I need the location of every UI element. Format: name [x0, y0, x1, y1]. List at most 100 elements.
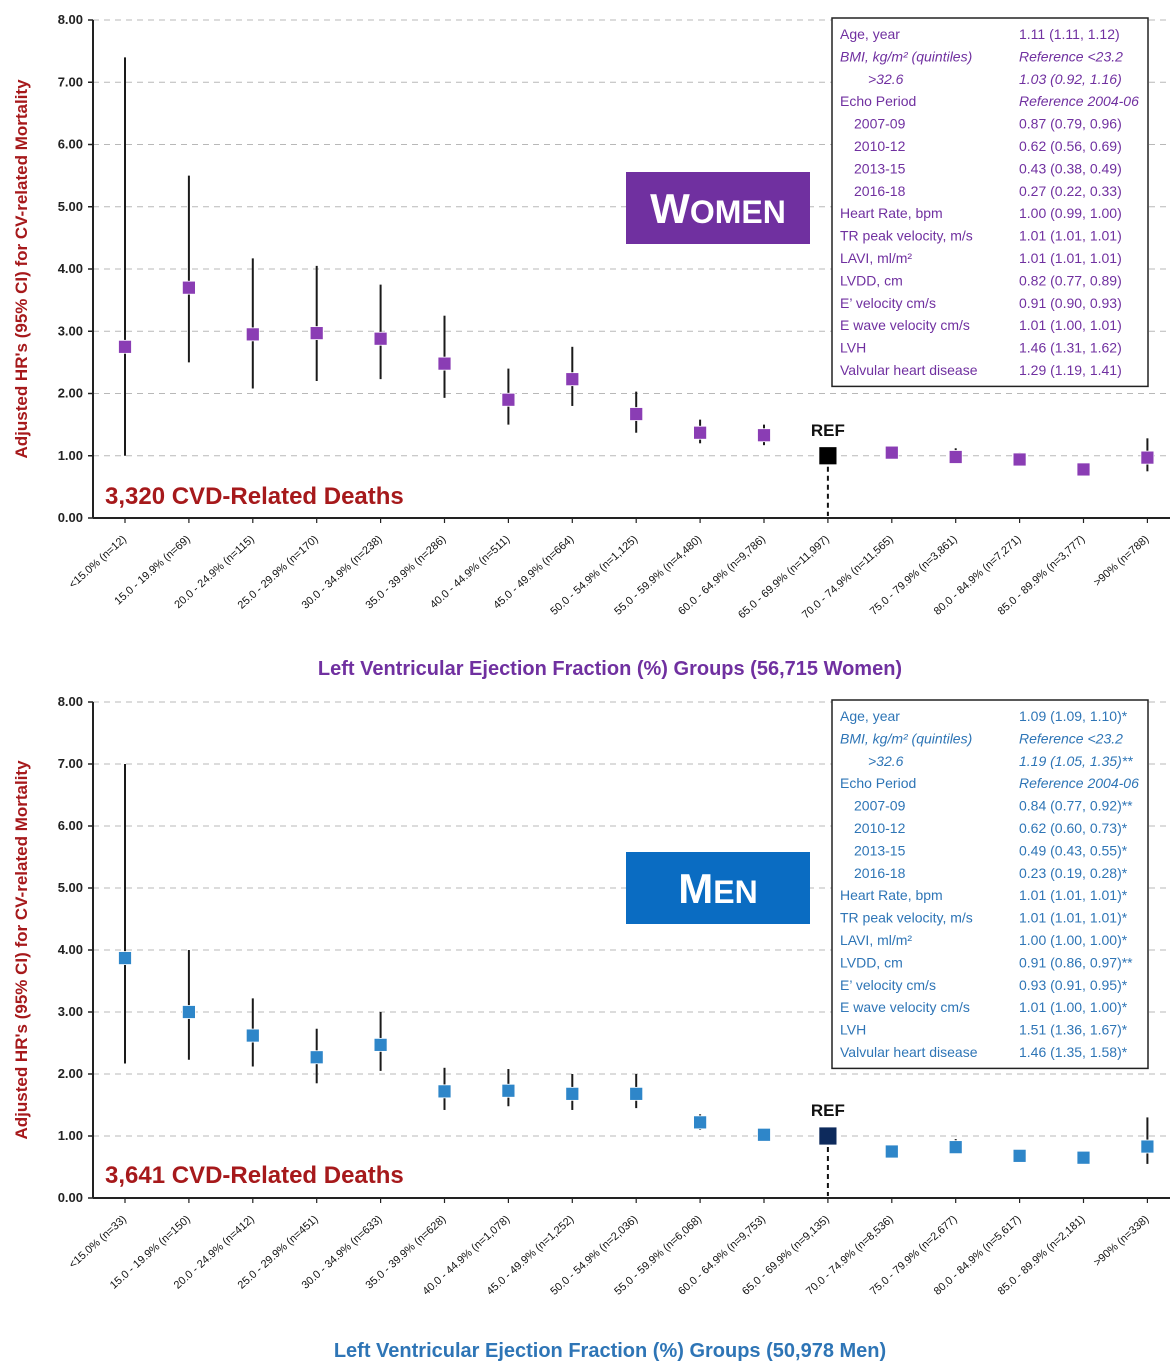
sex-title-box	[626, 852, 810, 924]
covariate-value: Reference 2004-06	[1019, 93, 1139, 109]
hr-marker	[757, 428, 771, 443]
hr-marker	[565, 372, 580, 387]
y-tick-label: 1.00	[58, 448, 83, 463]
x-tick-label: >90% (n=338)	[1092, 1213, 1152, 1269]
hr-marker	[693, 425, 707, 440]
covariate-name: E wave velocity cm/s	[840, 317, 970, 333]
x-axis-title: Left Ventricular Ejection Fraction (%) G…	[334, 1340, 886, 1362]
y-tick-label: 0.00	[58, 510, 83, 525]
y-tick-label: 5.00	[58, 880, 83, 895]
y-tick-label: 4.00	[58, 261, 83, 276]
ref-marker	[818, 446, 838, 466]
hr-marker	[1140, 1139, 1155, 1154]
y-tick-label: 1.00	[58, 1128, 83, 1143]
covariate-value: 1.46 (1.35, 1.58)*	[1019, 1044, 1128, 1060]
hr-marker	[373, 1037, 388, 1052]
y-tick-label: 7.00	[58, 756, 83, 771]
hr-marker	[118, 951, 132, 965]
covariate-name: Valvular heart disease	[840, 1044, 978, 1060]
y-tick-label: 6.00	[58, 137, 83, 152]
covariate-table: Age, year 1.11 (1.11, 1.12) BMI, kg/m² (qu…	[831, 17, 1149, 388]
hr-marker	[629, 1086, 644, 1101]
covariate-value: 0.43 (0.38, 0.49)	[1019, 160, 1122, 176]
covariate-name: 2013-15	[854, 842, 906, 858]
x-tick-label: <15.0% (n=33)	[67, 1213, 129, 1271]
covariate-table-border	[831, 17, 1149, 388]
covariate-name: LAVI, ml/m²	[840, 250, 912, 266]
hr-marker	[501, 1083, 516, 1098]
y-tick-label: 6.00	[58, 818, 83, 833]
y-tick-label: 3.00	[58, 323, 83, 338]
hr-marker	[1140, 450, 1155, 465]
covariate-value: 0.49 (0.43, 0.55)*	[1019, 842, 1128, 858]
covariate-name: TR peak velocity, m/s	[840, 910, 973, 926]
covariate-value: 0.93 (0.91, 0.95)*	[1019, 977, 1128, 993]
hr-marker	[245, 327, 260, 342]
y-axis-title: Adjusted HR's (95% CI) for CV-related Mo…	[12, 79, 31, 459]
covariate-name: 2016-18	[854, 865, 906, 881]
hr-marker	[629, 407, 644, 421]
covariate-value: 0.84 (0.77, 0.92)**	[1019, 798, 1133, 814]
covariate-name: 2013-15	[854, 160, 906, 176]
covariate-name: E’ velocity cm/s	[840, 977, 936, 993]
covariate-value: 0.23 (0.19, 0.28)*	[1019, 865, 1128, 881]
y-tick-label: 4.00	[58, 942, 83, 957]
hr-marker	[501, 392, 516, 407]
deaths-count-label: 3,641 CVD-Related Deaths	[105, 1162, 404, 1189]
hr-marker	[437, 356, 452, 371]
covariate-value: 1.00 (0.99, 1.00)	[1019, 205, 1122, 221]
y-tick-label: 2.00	[58, 1066, 83, 1081]
covariate-value: 0.82 (0.77, 0.89)	[1019, 272, 1122, 288]
ref-marker	[818, 1126, 838, 1146]
hr-marker	[1076, 462, 1091, 477]
women-panel: 0.00 1.00 2.00 3.00 4.00 5.00 6.00 7.00 8.00 Adju…	[12, 12, 1170, 680]
covariate-name: LAVI, ml/m²	[840, 932, 912, 948]
covariate-name: LVDD, cm	[840, 272, 903, 288]
covariate-name: Heart Rate, bpm	[840, 887, 943, 903]
covariate-name: Age, year	[840, 26, 900, 42]
hr-marker	[1012, 1148, 1027, 1163]
covariate-name: LVH	[840, 340, 866, 356]
covariate-table: Age, year 1.09 (1.09, 1.10)* BMI, kg/m² (q…	[831, 699, 1149, 1070]
covariate-name: E’ velocity cm/s	[840, 295, 936, 311]
ref-label: REF	[811, 1101, 845, 1120]
men-panel: 0.00 1.00 2.00 3.00 4.00 5.00 6.00 7.00 8.00 Adju…	[12, 694, 1170, 1362]
covariate-name: 2007-09	[854, 798, 906, 814]
ref-label: REF	[811, 421, 845, 440]
sex-title: MEN	[678, 865, 757, 912]
covariate-name: 2010-12	[854, 820, 906, 836]
covariate-value: 1.01 (1.01, 1.01)	[1019, 228, 1122, 244]
covariate-name: Valvular heart disease	[840, 362, 978, 378]
covariate-value: 0.62 (0.56, 0.69)	[1019, 138, 1122, 154]
hr-marker	[757, 1127, 771, 1142]
y-tick-label: 8.00	[58, 694, 83, 709]
y-tick-label: 3.00	[58, 1004, 83, 1019]
hr-marker	[1076, 1150, 1091, 1165]
covariate-value: 1.51 (1.36, 1.67)*	[1019, 1022, 1128, 1038]
y-tick-label: 5.00	[58, 199, 83, 214]
covariate-name: E wave velocity cm/s	[840, 999, 970, 1015]
hr-marker	[181, 1005, 196, 1019]
covariate-name: BMI, kg/m² (quintiles)	[840, 48, 972, 64]
covariate-name: LVDD, cm	[840, 954, 903, 970]
covariate-value: 1.01 (1.00, 1.00)*	[1019, 999, 1128, 1015]
covariate-value: 1.01 (1.01, 1.01)*	[1019, 910, 1128, 926]
hr-marker	[373, 331, 388, 346]
covariate-name: LVH	[840, 1022, 866, 1038]
y-axis-title: Adjusted HR's (95% CI) for CV-related Mo…	[12, 760, 31, 1140]
covariate-name: 2010-12	[854, 138, 906, 154]
y-tick-label: 7.00	[58, 74, 83, 89]
hr-marker	[1012, 452, 1027, 467]
hr-marker	[884, 445, 899, 460]
covariate-value: 0.62 (0.60, 0.73)*	[1019, 820, 1128, 836]
covariate-name: Echo Period	[840, 93, 916, 109]
covariate-value: 1.01 (1.01, 1.01)*	[1019, 887, 1128, 903]
covariate-name: >32.6	[868, 753, 904, 769]
hr-marker	[948, 1140, 963, 1155]
covariate-value: 1.01 (1.00, 1.01)	[1019, 317, 1122, 333]
covariate-value: 1.03 (0.92, 1.16)	[1019, 71, 1122, 87]
covariate-name: >32.6	[868, 71, 904, 87]
covariate-value: 0.91 (0.90, 0.93)	[1019, 295, 1122, 311]
covariate-name: Echo Period	[840, 775, 916, 791]
